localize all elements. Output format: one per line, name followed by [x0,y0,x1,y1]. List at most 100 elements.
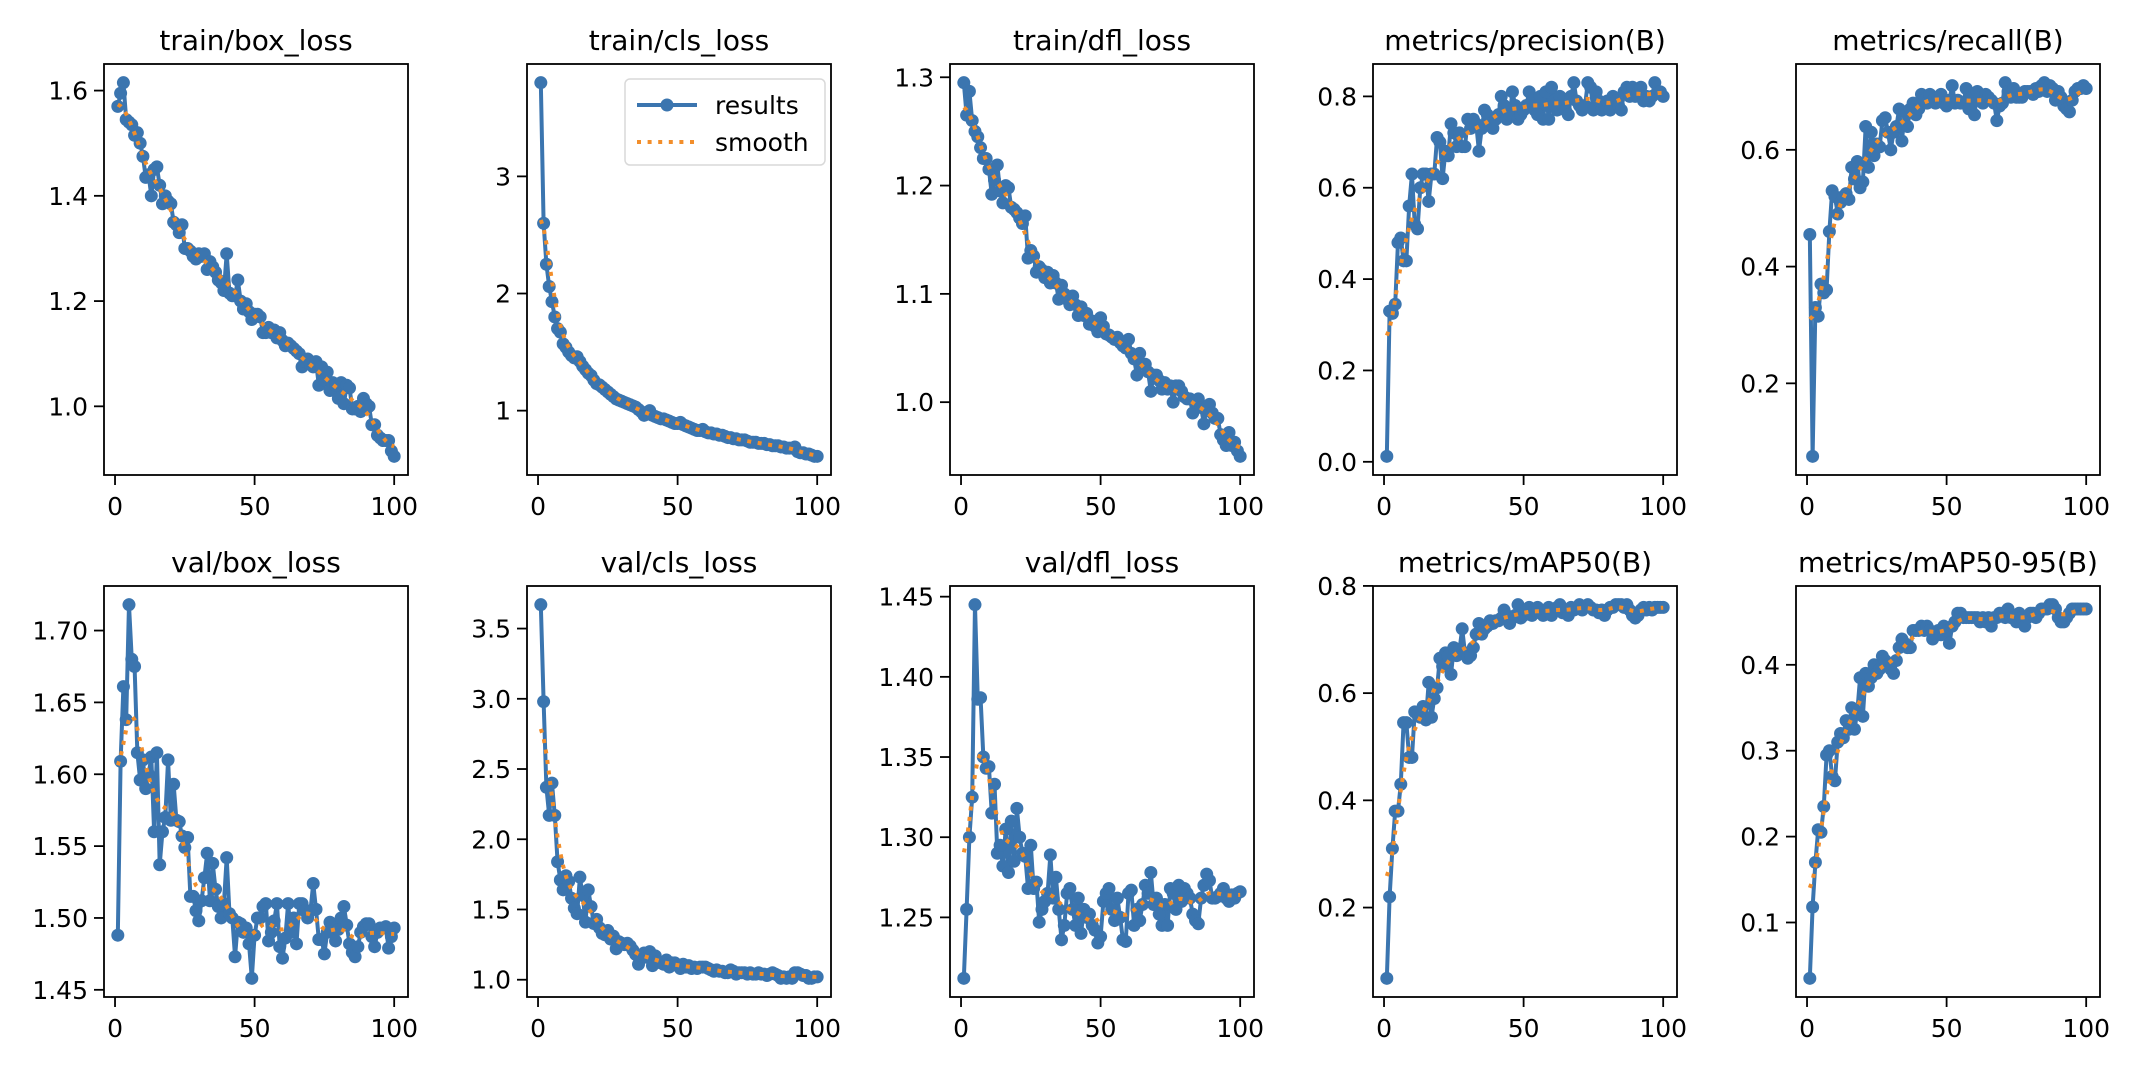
legend-label-results: results [715,91,799,120]
results-point [1861,160,1875,174]
y-tick-label: 0.4 [1740,253,1780,282]
subplot-val-cls-loss: 0 50 100 1.0 1.5 2.0 2.5 3.0 3.5 val/cls_loss [471,546,841,1043]
results-point [139,782,153,796]
results-point [534,76,548,90]
legend-results-marker-icon [660,98,674,112]
results-point [1152,907,1166,921]
results-point [1027,249,1041,263]
results-point [306,876,320,890]
results-point [1380,449,1394,463]
y-tick-label: 1.40 [878,663,934,692]
x-tick-label: 100 [370,1014,418,1043]
results-point [144,189,158,203]
results-point [1380,971,1394,985]
y-tick-label: 0.2 [1740,369,1780,398]
results-point [1066,902,1080,916]
y-tick-label: 0.4 [1740,651,1780,680]
results-point [200,846,214,860]
results-point [1402,199,1416,213]
results-point [1385,842,1399,856]
results-point [1873,140,1887,154]
y-tick-label: 1.50 [32,904,88,933]
results-point [264,925,278,939]
results-point [810,970,824,984]
results-point [150,746,164,760]
plot-content [111,598,401,985]
results-point [1191,917,1205,931]
results-point [116,76,130,90]
results-point [1411,222,1425,236]
results-point [1183,891,1197,905]
x-tick-label: 50 [1931,1014,1963,1043]
x-tick-label: 100 [1216,492,1264,521]
x-tick-label: 100 [793,492,841,521]
results-point [581,883,595,897]
results-point [1444,667,1458,681]
results-point [1399,254,1413,268]
results-point [181,830,195,844]
y-tick-label: 1.45 [32,976,88,1005]
results-point [534,598,548,612]
results-point [206,856,220,870]
results-point [387,449,401,463]
results-point [1024,838,1038,852]
y-tick-label: 1.35 [878,743,934,772]
plot-content [534,598,824,985]
axes-frame [526,63,832,476]
plot-area [527,586,831,997]
y-tick-label: 0.2 [1317,356,1357,385]
results-point [114,754,128,768]
results-point [810,449,824,463]
results-point [1542,112,1556,126]
subplot-val-box-loss: 0 50 100 1.45 1.50 1.55 1.60 1.65 1.70 val/box_lo… [32,546,418,1043]
axes-frame [949,585,1255,998]
x-tick-label: 0 [107,1014,123,1043]
results-point [1018,209,1032,223]
results-point [1405,167,1419,181]
results-point [1071,891,1085,905]
results-point [1803,227,1817,241]
y-tick-label: 1.45 [878,583,934,612]
results-point [1166,395,1180,409]
results-point [1004,814,1018,828]
results-point [337,899,351,913]
results-point [988,173,1002,187]
results-point [1424,710,1438,724]
y-tick-label: 1.60 [32,760,88,789]
results-point [1055,933,1069,947]
axes-frame [1372,585,1678,998]
axes-frame [526,585,832,998]
y-tick-label: 1.0 [471,966,511,995]
y-tick-label: 0.2 [1740,823,1780,852]
results-point [1233,449,1247,463]
results-point [1018,849,1032,863]
results-point [197,871,211,885]
x-tick-label: 50 [1508,1014,1540,1043]
results-point [1945,79,1959,93]
results-point [1161,918,1175,932]
results-point [1124,883,1138,897]
plot-content [957,598,1247,985]
x-tick-label: 100 [1639,492,1687,521]
results-point [1466,641,1480,655]
results-point [343,381,357,395]
results-point [2062,105,2076,119]
results-point [573,870,587,884]
results-point [1144,865,1158,879]
legend-box [624,78,826,166]
y-tick-label: 1.1 [894,280,934,309]
results-point [1811,309,1825,323]
y-tick-label: 1.55 [32,832,88,861]
plot-area [1796,586,2100,997]
x-tick-label: 0 [530,492,546,521]
subplot-train-box-loss: 0 50 100 1.0 1.2 1.4 1.6 train/box_loss [48,24,418,521]
y-tick-label: 1 [495,397,511,426]
y-tick-label: 1.3 [894,63,934,92]
y-tick-label: 0.0 [1317,448,1357,477]
x-tick-label: 100 [2062,1014,2110,1043]
plot-content [1803,76,2093,463]
x-tick-label: 50 [239,492,271,521]
smooth-line [116,102,395,449]
y-tick-label: 0.2 [1317,894,1357,923]
